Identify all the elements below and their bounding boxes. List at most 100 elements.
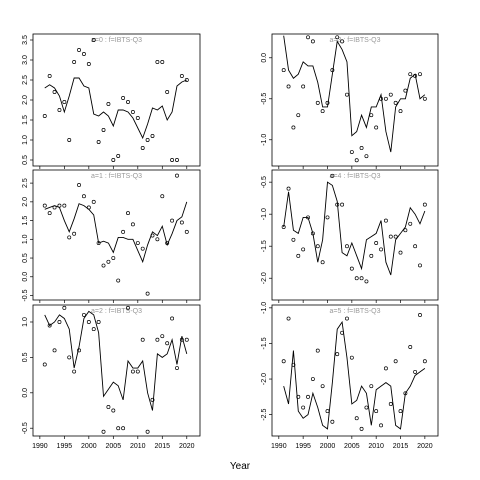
- data-point: [106, 102, 111, 106]
- data-point: [296, 253, 301, 258]
- data-point: [52, 348, 57, 353]
- data-point: [291, 237, 296, 242]
- data-point: [67, 355, 72, 360]
- data-point: [418, 263, 422, 268]
- x-tick-label: 2005: [344, 443, 360, 450]
- data-point: [160, 334, 165, 339]
- data-point: [291, 125, 296, 130]
- data-point: [86, 320, 91, 324]
- y-tick-label: -2.5: [261, 409, 268, 421]
- data-point: [77, 348, 81, 353]
- data-point: [330, 419, 335, 424]
- data-point: [335, 352, 340, 357]
- data-point: [281, 68, 286, 73]
- data-point: [52, 205, 57, 210]
- data-point: [320, 384, 325, 389]
- data-point: [418, 72, 422, 77]
- data-point: [286, 186, 291, 191]
- data-point: [291, 362, 296, 367]
- y-tick-label: 0.5: [22, 155, 29, 165]
- data-point: [145, 138, 150, 142]
- y-tick-label: 3.5: [22, 35, 29, 45]
- data-point: [135, 116, 140, 120]
- line: [283, 181, 426, 276]
- data-point: [81, 194, 86, 199]
- data-point: [413, 369, 418, 374]
- data-point: [179, 74, 184, 78]
- data-point: [47, 74, 52, 78]
- data-point: [42, 114, 47, 118]
- data-point: [306, 394, 310, 399]
- y-tick-label: 1.0: [22, 135, 29, 145]
- y-tick-label: 3.0: [22, 55, 29, 65]
- y-tick-label: -1.5: [261, 337, 268, 349]
- data-point: [135, 241, 140, 246]
- panel-frame: [271, 304, 439, 437]
- data-point: [57, 108, 62, 112]
- panel-frame: [32, 304, 201, 437]
- data-point: [422, 202, 427, 207]
- data-point: [111, 158, 116, 162]
- data-point: [374, 125, 379, 130]
- data-point: [354, 158, 359, 163]
- data-point: [91, 327, 96, 332]
- data-point: [340, 330, 345, 335]
- x-tick-label: 2010: [130, 443, 146, 450]
- data-point: [106, 259, 111, 264]
- data-point: [306, 35, 310, 40]
- data-point: [130, 110, 135, 114]
- data-point: [116, 278, 121, 283]
- data-point: [286, 84, 291, 89]
- line: [44, 310, 188, 411]
- data-point: [388, 92, 393, 97]
- data-point: [72, 369, 77, 374]
- data-point: [175, 173, 179, 178]
- x-tick-label: 2000: [81, 443, 97, 450]
- data-point: [135, 369, 140, 374]
- y-tick-label: 2.5: [22, 178, 29, 188]
- data-point: [330, 173, 335, 178]
- data-point: [47, 323, 52, 328]
- data-point: [150, 233, 155, 238]
- data-point: [345, 316, 349, 321]
- x-tick-label: 2000: [320, 443, 336, 450]
- data-point: [96, 320, 101, 324]
- data-point: [77, 48, 81, 52]
- x-tick-label: 2005: [106, 443, 122, 450]
- data-point: [170, 218, 175, 223]
- data-point: [155, 237, 160, 242]
- data-point: [101, 128, 106, 132]
- data-point: [422, 359, 427, 364]
- data-point: [301, 405, 306, 410]
- data-point: [72, 60, 77, 64]
- data-point: [184, 337, 189, 342]
- data-point: [408, 221, 413, 226]
- data-point: [315, 100, 320, 105]
- data-point: [121, 426, 126, 431]
- data-point: [42, 362, 47, 367]
- data-point: [57, 320, 62, 324]
- y-tick-label: 2.0: [22, 95, 29, 105]
- data-point: [359, 276, 364, 281]
- data-point: [121, 96, 126, 100]
- data-point: [345, 92, 349, 97]
- data-point: [116, 426, 121, 431]
- y-tick-label: -1.0: [261, 208, 268, 220]
- data-point: [354, 276, 359, 281]
- data-point: [62, 203, 67, 208]
- y-tick-label: -1.0: [261, 134, 268, 146]
- data-point: [393, 234, 398, 239]
- x-tick-label: 1990: [32, 443, 48, 450]
- data-point: [301, 247, 306, 252]
- data-point: [325, 100, 330, 105]
- data-point: [320, 109, 325, 114]
- y-tick-label: -2.0: [261, 272, 268, 284]
- data-point: [96, 241, 101, 246]
- data-point: [422, 96, 427, 101]
- y-tick-label: 0.5: [22, 352, 29, 362]
- data-point: [310, 377, 315, 381]
- data-point: [140, 337, 145, 342]
- data-point: [349, 150, 354, 155]
- data-point: [145, 429, 150, 434]
- y-tick-label: 0.5: [22, 253, 29, 263]
